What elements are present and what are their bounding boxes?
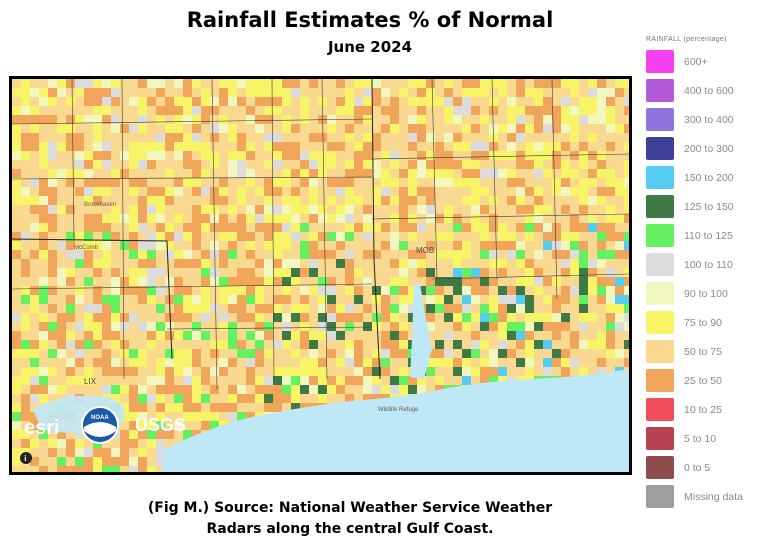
legend-item: 75 to 90 (646, 308, 768, 337)
legend-item: 90 to 100 (646, 279, 768, 308)
svg-text:USGS: USGS (135, 415, 186, 435)
legend-label: 400 to 600 (684, 84, 734, 97)
rainfall-map[interactable]: Brookhaven McComb MOB LIX Wildlife Refug… (9, 76, 632, 475)
legend-items: 600+ 400 to 600 300 to 400 200 to 300 150 to… (646, 47, 768, 511)
legend-label: 75 to 90 (684, 316, 722, 329)
legend-label: 10 to 25 (684, 403, 722, 416)
legend-swatch (646, 311, 674, 334)
legend-swatch (646, 340, 674, 363)
legend-item: 25 to 50 (646, 366, 768, 395)
legend-item: 100 to 110 (646, 250, 768, 279)
legend-swatch (646, 398, 674, 421)
legend-label: 150 to 200 (684, 171, 734, 184)
caption-line-1: (Fig M.) Source: National Weather Servic… (147, 500, 553, 516)
legend-label: 25 to 50 (684, 374, 722, 387)
legend-item: 5 to 10 (646, 424, 768, 453)
legend-item: 110 to 125 (646, 221, 768, 250)
legend-label: 0 to 5 (684, 461, 711, 474)
legend-item: 600+ (646, 47, 768, 76)
legend-label: 200 to 300 (684, 142, 734, 155)
legend-item: 200 to 300 (646, 134, 768, 163)
legend-swatch (646, 485, 674, 508)
legend-label: 125 to 150 (684, 200, 734, 213)
county-borders (12, 79, 629, 390)
legend-item: 150 to 200 (646, 163, 768, 192)
legend-swatch (646, 166, 674, 189)
state-line-ms-al (371, 79, 381, 380)
legend-label: 600+ (684, 55, 708, 68)
place-label-lix: LIX (84, 377, 97, 386)
legend-item: 300 to 400 (646, 105, 768, 134)
legend-swatch (646, 79, 674, 102)
rainfall-grid (12, 79, 629, 472)
legend-swatch (646, 282, 674, 305)
place-label-brookhaven: Brookhaven (84, 202, 116, 208)
noaa-logo: NOAA (81, 406, 119, 444)
legend-swatch (646, 108, 674, 131)
legend-label: 5 to 10 (684, 432, 717, 445)
legend-item: Missing data (646, 482, 768, 511)
caption-line-2: Radars along the central Gulf Coast. (206, 521, 494, 537)
legend-label: Missing data (684, 490, 743, 503)
legend-swatch (646, 369, 674, 392)
mobile-bay (410, 284, 432, 379)
legend-label: 50 to 75 (684, 345, 722, 358)
legend-item: 50 to 75 (646, 337, 768, 366)
rainfall-legend: RAINFALL (percentage) 600+ 400 to 600 300 … (646, 36, 768, 511)
legend-label: 90 to 100 (684, 287, 728, 300)
legend-item: 125 to 150 (646, 192, 768, 221)
figure-caption: (Fig M.) Source: National Weather Servic… (130, 498, 570, 540)
legend-item: 10 to 25 (646, 395, 768, 424)
place-label-wildlife-refuge: Wildlife Refuge (378, 407, 419, 413)
legend-swatch (646, 427, 674, 450)
svg-text:i: i (24, 454, 26, 463)
legend-swatch (646, 253, 674, 276)
svg-text:esri: esri (24, 417, 60, 439)
legend-item: 0 to 5 (646, 453, 768, 482)
svg-text:NOAA: NOAA (91, 415, 109, 421)
place-label-mob: MOB (416, 246, 434, 255)
legend-swatch (646, 137, 674, 160)
state-line-ms-la (12, 238, 173, 360)
legend-swatch (646, 224, 674, 247)
legend-label: 100 to 110 (684, 258, 733, 271)
legend-swatch (646, 50, 674, 73)
place-label-mccomb: McComb (74, 245, 99, 251)
map-title: Rainfall Estimates % of Normal (186, 8, 554, 32)
legend-swatch (646, 195, 674, 218)
usgs-logo: USGS (135, 415, 186, 435)
esri-logo: esri (24, 417, 60, 439)
legend-swatch (646, 456, 674, 479)
map-canvas: Brookhaven McComb MOB LIX Wildlife Refug… (12, 79, 629, 472)
map-subtitle: June 2024 (327, 38, 413, 56)
info-button[interactable]: i (20, 452, 32, 464)
legend-title: RAINFALL (percentage) (646, 36, 727, 43)
gulf-water (162, 369, 629, 472)
legend-label: 110 to 125 (684, 229, 733, 242)
legend-label: 300 to 400 (684, 113, 734, 126)
legend-item: 400 to 600 (646, 76, 768, 105)
